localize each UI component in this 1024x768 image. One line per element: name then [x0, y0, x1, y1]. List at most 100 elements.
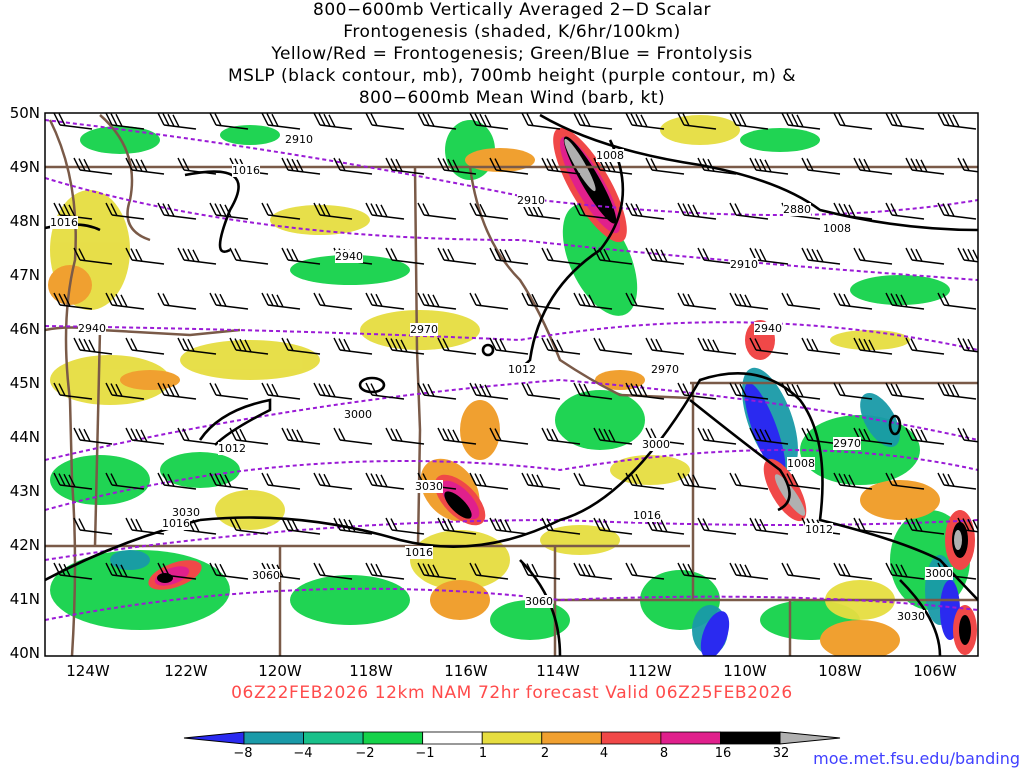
wind-barb-feather	[895, 383, 903, 397]
wind-barb	[495, 439, 529, 445]
wind-barb-feather	[890, 383, 898, 396]
wind-barb-feather	[937, 472, 945, 486]
wind-barb-feather	[677, 202, 685, 216]
wind-barb-feather	[781, 472, 789, 486]
wind-barb-feather	[291, 428, 299, 442]
wind-barb-feather	[504, 249, 512, 263]
wind-barb-feather	[157, 202, 165, 216]
wind-barb-feather	[749, 427, 757, 441]
wind-barb-feather	[427, 113, 435, 127]
wind-barb-feather	[276, 294, 284, 308]
wind-barb-feather	[915, 248, 923, 262]
wind-barb	[423, 394, 457, 400]
wind-barb-feather	[73, 157, 81, 171]
wind-barb-feather	[229, 247, 237, 261]
wind-barb-feather	[484, 114, 492, 128]
wind-barb-feather	[764, 159, 772, 173]
wind-barb-feather	[583, 113, 591, 127]
wind-barb-feather	[962, 248, 970, 261]
wind-barb-feather	[370, 563, 378, 576]
wind-barb-feather	[707, 338, 715, 352]
wind-barb-feather	[177, 247, 185, 261]
wind-barb-feather	[286, 518, 294, 531]
wind-barb-feather	[68, 204, 76, 218]
title-line-2: Frontogenesis (shaded, K/6hr/100km)	[343, 22, 681, 42]
height-label: 3000	[925, 567, 953, 580]
wind-barb-feather	[583, 563, 591, 577]
wind-barb-feather	[734, 113, 742, 126]
wind-barb-feather	[110, 203, 118, 216]
wind-barb-feather	[313, 113, 321, 126]
colorbar-tick: 16	[714, 746, 732, 761]
wind-barb	[111, 214, 145, 220]
wind-barb-feather	[442, 518, 450, 531]
wind-barb	[963, 529, 978, 533]
wind-barb	[423, 124, 457, 130]
height-label: 2910	[730, 258, 758, 271]
wind-barb	[79, 439, 113, 445]
wind-barb-feather	[489, 247, 497, 261]
wind-barb-feather	[786, 113, 794, 126]
wind-barb	[599, 349, 633, 355]
wind-barb-feather	[135, 248, 143, 262]
wind-barb-feather	[915, 518, 923, 532]
wind-barb-feather	[474, 113, 482, 126]
wind-barb-feather	[110, 473, 118, 486]
wind-barb-feather	[318, 473, 326, 486]
wind-barb-feather	[942, 203, 950, 216]
wind-barb-feather	[385, 337, 393, 351]
wind-barb-feather	[682, 383, 690, 396]
title-line-4: MSLP (black contour, mb), 700mb height (…	[227, 66, 797, 86]
wind-barb-feather	[385, 517, 393, 531]
wind-barb-feather	[261, 382, 269, 396]
wind-barb-feather	[494, 158, 502, 171]
wind-barb-feather	[546, 158, 554, 171]
wind-barb	[839, 304, 873, 310]
wind-barb-feather	[806, 158, 814, 171]
credit-link[interactable]: moe.met.fsu.edu/banding	[813, 749, 1020, 768]
wind-barb-feather	[551, 158, 559, 172]
map-frame	[44, 112, 979, 657]
wind-barb-feather	[474, 383, 482, 396]
wind-barb-feather	[177, 157, 185, 171]
wind-barb-feather	[947, 113, 955, 127]
wind-barb	[235, 349, 269, 355]
wind-barb	[651, 259, 685, 265]
wind-barb-feather	[469, 292, 477, 306]
wind-barb	[79, 259, 113, 265]
wind-barb-feather	[177, 427, 185, 441]
wind-barb-feather	[650, 248, 658, 261]
wind-barb-feather	[603, 248, 611, 262]
wind-barb-feather	[687, 293, 695, 307]
wind-barb-feather	[677, 382, 685, 396]
wind-barb	[683, 304, 717, 310]
wind-barb-feather	[967, 248, 975, 262]
wind-barb-feather	[380, 204, 388, 218]
wind-barb	[911, 529, 945, 535]
wind-barb	[391, 349, 425, 355]
wind-barb	[339, 439, 373, 445]
lon-label: 120W	[258, 662, 302, 680]
wind-barb-feather	[370, 473, 378, 486]
wind-barb-feather	[157, 562, 165, 576]
wind-barb	[651, 529, 685, 535]
wind-barb-feather	[905, 427, 913, 441]
wind-barb-feather	[838, 293, 846, 306]
wind-barb-feather	[182, 158, 190, 171]
wind-barb-feather	[905, 517, 913, 531]
wind-barb-feather	[588, 564, 596, 578]
wind-barb-feather	[239, 338, 247, 352]
wind-barb	[891, 304, 925, 310]
wind-barb	[579, 304, 613, 310]
wind-barb-feather	[78, 518, 86, 531]
wind-barb-feather	[214, 203, 222, 216]
wind-barb	[79, 169, 113, 175]
wind-barb-feather	[447, 248, 455, 262]
wind-barb-feather	[734, 563, 742, 576]
wind-barb-feather	[83, 428, 91, 442]
wind-barb-feather	[640, 114, 648, 128]
wind-barb	[215, 214, 249, 220]
wind-barb-feather	[546, 248, 554, 261]
wind-barb	[79, 529, 113, 535]
wind-barb-feather	[712, 339, 720, 353]
